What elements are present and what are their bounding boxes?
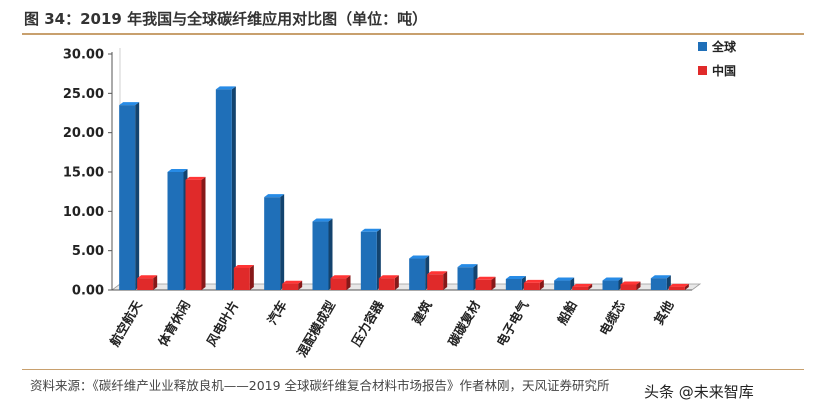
bar-side — [249, 264, 254, 290]
bar-china — [282, 283, 299, 290]
source-note: 资料来源：《碳纤维产业业释放良机——2019 全球碳纤维复合材料市场报告》作者林… — [30, 378, 610, 393]
y-tick-label: 15.00 — [63, 166, 104, 181]
legend-swatch — [698, 42, 707, 51]
watermark: 头条 @未来智库 — [640, 381, 758, 402]
bar-top — [409, 255, 430, 259]
bar-top — [233, 264, 254, 268]
x-tick-label: 电缆芯 — [596, 298, 628, 338]
x-tick-label: 航空航天 — [107, 298, 145, 349]
bar-global — [554, 280, 571, 290]
bar-china — [427, 274, 444, 290]
x-tick-label: 体育休闲 — [155, 298, 193, 349]
y-tick-label: 0.00 — [72, 284, 104, 299]
x-tick-label: 船舶 — [554, 298, 579, 327]
bar-global — [505, 278, 522, 290]
x-tick-label: 其他 — [651, 298, 677, 328]
bar-china — [137, 278, 154, 290]
bar-top — [137, 275, 158, 279]
bar-side — [231, 86, 236, 291]
bar-global — [119, 105, 136, 290]
bar-top — [620, 281, 641, 285]
bar-top — [602, 277, 623, 281]
bar-side — [201, 176, 206, 290]
bar-china — [185, 179, 202, 290]
bar-top — [457, 264, 478, 268]
x-tick-label: 建筑 — [409, 298, 435, 328]
bar-top — [523, 279, 544, 283]
bar-top — [378, 275, 399, 279]
bar-side — [135, 102, 140, 290]
bar-side — [280, 194, 285, 290]
bar-side — [298, 280, 303, 290]
bar-china — [620, 284, 637, 290]
bar-side — [376, 228, 381, 290]
bar-chart: 0.00 5.00 10.00 15.00 20.00 25.00 30.00 航空航天 体育休… — [63, 39, 737, 360]
bar-top — [167, 169, 188, 172]
bar-china — [378, 278, 395, 290]
bar-side — [491, 276, 496, 290]
bar-top — [282, 280, 303, 284]
bar-global — [360, 231, 377, 290]
y-tick-label: 10.00 — [63, 205, 104, 220]
bar-side — [539, 279, 544, 290]
bar-top — [475, 276, 496, 280]
bar-china — [523, 282, 540, 290]
bar-top — [215, 86, 236, 90]
bar-global — [409, 258, 426, 290]
bar-china — [475, 279, 492, 290]
bar-side — [636, 281, 641, 290]
legend-label: 中国 — [712, 63, 736, 78]
figure-title: 图 34：2019 年我国与全球碳纤维应用对比图（单位：吨） — [24, 10, 428, 28]
legend-swatch — [698, 66, 707, 75]
bar-global — [167, 172, 184, 290]
bar-china — [233, 267, 250, 290]
top-rule — [22, 33, 804, 35]
bar-top — [554, 277, 575, 281]
y-tick-label: 20.00 — [63, 126, 104, 141]
bar-global — [264, 197, 281, 290]
bar-side — [443, 271, 448, 290]
bar-top — [572, 283, 593, 287]
x-tick-label: 混配模成型 — [294, 298, 338, 360]
bar-global — [650, 278, 667, 290]
bar-top — [185, 176, 206, 180]
bar-side — [346, 275, 351, 290]
y-tick-label: 25.00 — [63, 87, 104, 102]
bar-top — [427, 271, 448, 275]
bar-global — [215, 89, 232, 291]
bar-global — [457, 267, 474, 290]
legend-label: 全球 — [711, 39, 737, 54]
bar-top — [330, 275, 351, 279]
x-tick-label: 电子电气 — [493, 298, 531, 349]
bar-top — [360, 228, 381, 232]
bar-side — [394, 275, 399, 290]
bar-top — [264, 194, 285, 198]
bar-global — [602, 280, 619, 290]
bar-china — [572, 286, 589, 290]
bar-top — [119, 102, 140, 106]
x-tick-label: 风电叶片 — [203, 298, 241, 349]
y-tick-label: 5.00 — [72, 244, 104, 259]
bar-china — [668, 286, 685, 290]
x-tick-label: 汽车 — [264, 298, 290, 328]
bottom-rule — [22, 369, 804, 370]
bar-side — [328, 218, 333, 290]
bar-side — [153, 275, 158, 290]
x-tick-label: 压力容器 — [348, 298, 386, 349]
bar-top — [505, 275, 526, 279]
x-tick-label: 碳碳复材 — [445, 298, 483, 349]
y-tick-label: 30.00 — [63, 48, 104, 63]
bar-china — [330, 278, 347, 290]
bar-top — [668, 283, 689, 287]
bar-top — [650, 275, 671, 279]
bar-side — [684, 283, 689, 290]
bar-top — [312, 218, 333, 222]
bar-side — [588, 283, 593, 290]
bar-global — [312, 221, 329, 290]
